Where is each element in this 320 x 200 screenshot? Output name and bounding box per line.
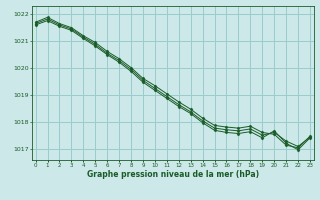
X-axis label: Graphe pression niveau de la mer (hPa): Graphe pression niveau de la mer (hPa) — [87, 170, 259, 179]
